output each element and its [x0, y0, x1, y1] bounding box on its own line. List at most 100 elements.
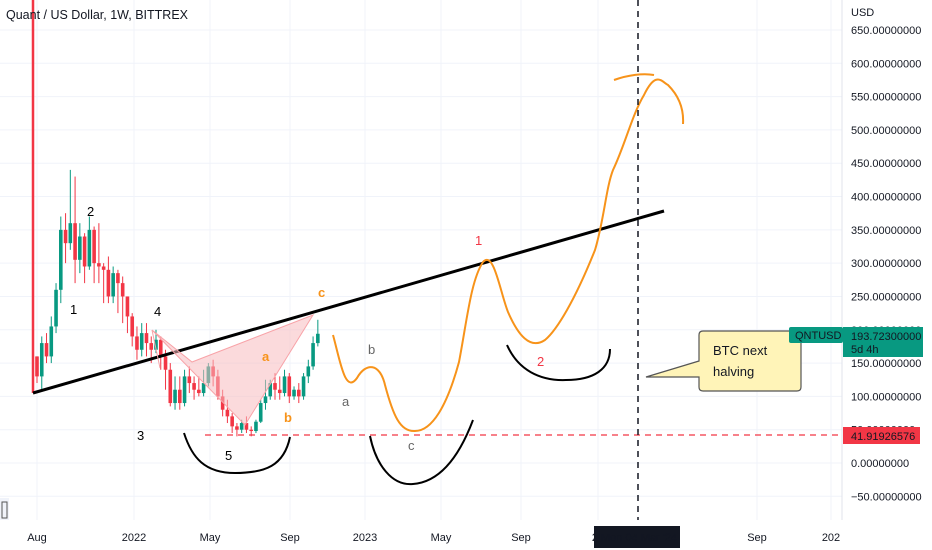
candle-body[interactable] [101, 266, 106, 270]
candle-body[interactable] [249, 429, 253, 432]
candle-body[interactable] [287, 376, 292, 397]
candle-body[interactable] [197, 389, 201, 394]
price-tag-countdown: 5d 4h [851, 344, 879, 356]
ruler-icon[interactable] [0, 498, 9, 520]
price-axis-label: −50.00000000 [851, 491, 922, 503]
candle-body[interactable] [306, 366, 311, 377]
grid [0, 0, 842, 520]
time-axis-label: 2022 [122, 532, 146, 544]
time-axis-label: Aug [27, 532, 47, 544]
time-axis-label: Sep [747, 532, 767, 544]
level-tag-value: 41.91926576 [851, 431, 915, 443]
candle-body[interactable] [111, 273, 115, 297]
candle-body[interactable] [92, 229, 96, 264]
candle-body[interactable] [44, 343, 49, 357]
candle-body[interactable] [78, 236, 82, 260]
sketch-curve-wave5[interactable] [183, 432, 291, 475]
candle-body[interactable] [282, 376, 287, 394]
candle-body[interactable] [59, 229, 63, 290]
candle-body[interactable] [258, 403, 263, 422]
price-axis-label: 450.00000000 [851, 158, 921, 170]
support-level-tag[interactable]: 41.91926576 [843, 427, 920, 444]
candle-body[interactable] [192, 383, 196, 390]
projection-label-b: b [368, 342, 375, 357]
candle-body[interactable] [49, 326, 54, 357]
chart-title: Quant / US Dollar, 1W, BITTREX [6, 8, 189, 22]
time-axis-label: May [200, 532, 221, 544]
candle-body[interactable] [125, 296, 130, 317]
candle-body[interactable] [235, 426, 239, 430]
candle-body[interactable] [130, 316, 134, 337]
candle-body[interactable] [178, 389, 182, 404]
candle-body[interactable] [316, 333, 320, 344]
sketch-curve-wave-c[interactable] [369, 419, 474, 486]
candle-body[interactable] [149, 343, 154, 350]
candle-body[interactable] [106, 269, 111, 297]
time-axis-label: May [431, 532, 452, 544]
candle-body[interactable] [254, 421, 258, 432]
candle-body[interactable] [230, 416, 234, 427]
candle-body[interactable] [144, 333, 149, 344]
candle-body[interactable] [116, 273, 120, 284]
candle-body[interactable] [297, 389, 301, 397]
candle-body[interactable] [158, 339, 163, 357]
candle-body[interactable] [82, 236, 87, 267]
candle-body[interactable] [97, 263, 101, 267]
candle-body[interactable] [201, 383, 206, 394]
price-axis-label: 650.00000000 [851, 25, 921, 37]
candle-body[interactable] [154, 339, 158, 350]
time-axis-label: Sep [511, 532, 531, 544]
candle-body[interactable] [63, 229, 68, 244]
candle-body[interactable] [277, 389, 282, 394]
candle-body[interactable] [187, 376, 192, 384]
candle-body[interactable] [39, 343, 44, 377]
candle-body[interactable] [263, 396, 268, 404]
candle-body[interactable] [35, 356, 39, 377]
candle-body[interactable] [139, 333, 144, 350]
wave-label-3: 3 [137, 428, 144, 443]
candle-body[interactable] [163, 356, 168, 370]
candle-body[interactable] [292, 389, 296, 397]
candle-body[interactable] [311, 343, 315, 367]
candle-body[interactable] [244, 423, 249, 430]
wave-label-1: 1 [70, 302, 77, 317]
candle-body[interactable] [220, 396, 225, 410]
projection-label-2: 2 [537, 354, 544, 369]
btc-halving-callout[interactable] [645, 330, 802, 392]
harmonic-pattern-shape[interactable] [151, 313, 315, 426]
candle-body[interactable] [268, 383, 273, 397]
candle-body[interactable] [87, 229, 92, 267]
projection-path[interactable] [332, 78, 685, 433]
candle-body[interactable] [68, 223, 73, 244]
callout-line-1: BTC next [713, 343, 768, 358]
price-axis-label: 300.00000000 [851, 258, 921, 270]
candle-body[interactable] [135, 336, 139, 350]
pattern-label-b: b [284, 410, 292, 425]
price-axis-unit: USD [851, 7, 874, 19]
projection-label-c: c [408, 438, 415, 453]
candle-body[interactable] [182, 376, 187, 404]
time-axis-label: Sep [280, 532, 300, 544]
price-axis-label: 150.00000000 [851, 358, 921, 370]
candle-body[interactable] [273, 383, 277, 390]
candle-body[interactable] [301, 376, 306, 397]
candle-body[interactable] [73, 223, 77, 260]
candle-body[interactable] [225, 409, 230, 417]
wave-label-5: 5 [225, 448, 232, 463]
wave-label-4: 4 [154, 304, 161, 319]
candle-body[interactable] [239, 423, 244, 430]
sketch-curve-wave-2[interactable] [506, 344, 611, 382]
pattern-label-a: a [262, 349, 270, 364]
price-axis-label: 350.00000000 [851, 225, 921, 237]
price-axis-label: 550.00000000 [851, 92, 921, 104]
callout-line-2: halving [713, 364, 754, 379]
candle-body[interactable] [173, 389, 177, 404]
price-axis-label: 500.00000000 [851, 125, 921, 137]
candle-body[interactable] [120, 283, 125, 297]
candle-body[interactable] [54, 289, 58, 327]
current-price-tag[interactable]: QNTUSD 193.72300000 5d 4h [789, 327, 923, 357]
candle-body[interactable] [168, 369, 173, 404]
trendline[interactable] [32, 209, 665, 395]
pattern-label-c: c [318, 285, 325, 300]
